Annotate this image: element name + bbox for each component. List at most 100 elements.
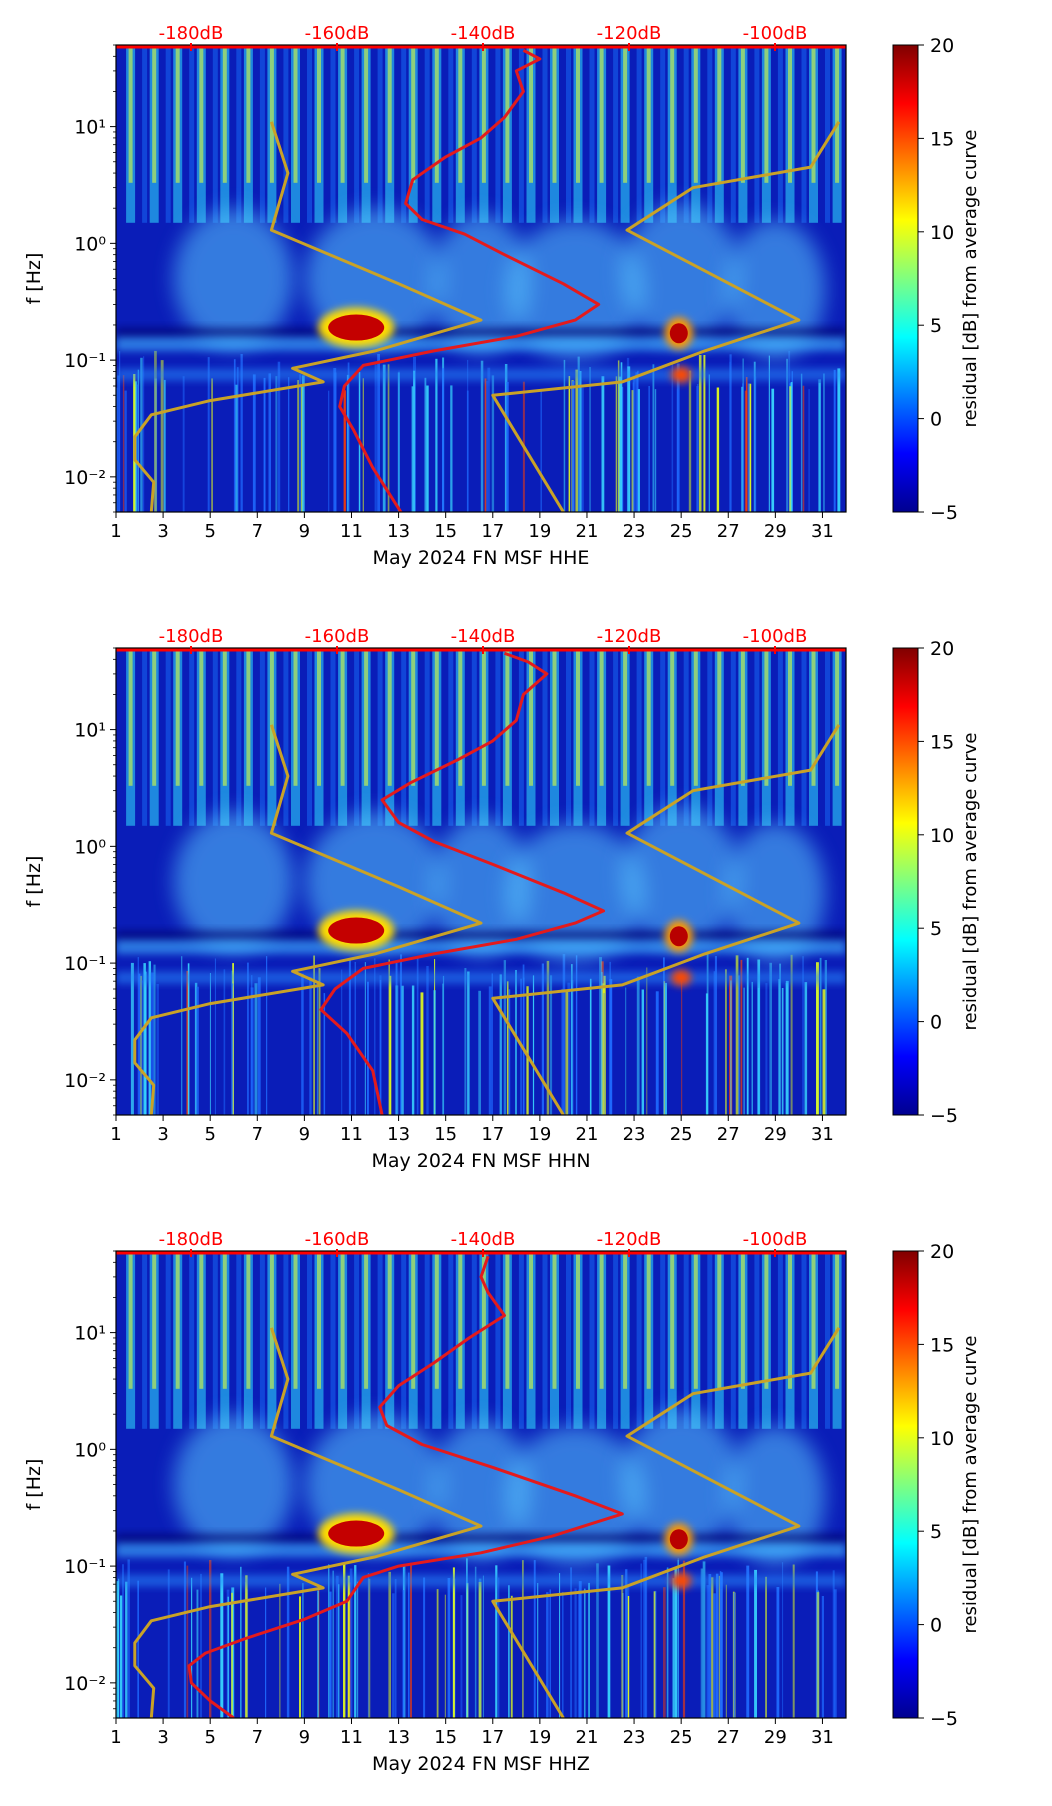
microseism-cloud [173,208,294,349]
daily-noise-band-minor [754,1251,760,1429]
low-frequency-streak [559,1573,561,1718]
daily-noise-band-core [458,1251,463,1389]
top-db-tick-label: -120dB [597,23,662,44]
low-frequency-streak [778,979,781,1115]
low-frequency-streak [677,1559,679,1718]
low-frequency-streak [788,350,791,512]
x-tick-label: 19 [528,1124,551,1145]
low-frequency-streak [627,1596,630,1718]
daily-noise-band-minor [777,45,783,223]
storm-hotspot-core [328,917,385,944]
daily-noise-band-minor [448,45,454,223]
low-frequency-streak [328,1564,330,1718]
daily-noise-band-minor [495,45,501,223]
low-frequency-streak [601,972,603,1115]
low-frequency-streak [674,1568,677,1718]
low-frequency-streak [620,362,623,512]
x-tick-label: 13 [387,1124,410,1145]
low-frequency-streak [499,974,502,1115]
daily-noise-band-minor [165,1251,171,1429]
low-frequency-streak [328,390,330,512]
low-frequency-streak [510,1595,513,1718]
low-frequency-streak [263,377,266,512]
low-frequency-streak [154,350,157,512]
colorbar-gradient [892,1250,919,1719]
low-frequency-streak [768,355,770,512]
colorbar-tick-label: 5 [930,918,942,940]
daily-noise-band-core [293,45,298,183]
low-frequency-streak [209,1560,212,1718]
low-frequency-streak [374,364,377,512]
x-tick-label: 1 [110,1124,121,1145]
low-frequency-streak [504,364,508,512]
low-frequency-streak [601,376,605,512]
daily-noise-band-core [434,648,439,786]
daily-noise-band-core [717,45,722,183]
low-frequency-streak [150,972,154,1115]
low-frequency-streak [181,956,183,1115]
low-frequency-streak [740,959,743,1115]
low-frequency-streak [677,1558,679,1718]
daily-noise-band-core [222,45,227,183]
low-frequency-streak [706,1585,709,1718]
low-frequency-streak [655,991,659,1115]
daily-noise-band-core [552,45,557,183]
low-frequency-streak [130,962,134,1115]
low-frequency-streak [515,970,517,1115]
daily-noise-band-minor [636,648,642,826]
daily-noise-band-core [481,45,486,183]
low-frequency-streak [584,1588,586,1718]
low-frequency-streak [495,1565,498,1718]
low-frequency-streak [338,1584,340,1718]
daily-noise-band-minor [471,1251,477,1429]
low-frequency-streak [790,382,793,512]
daily-noise-band-core [623,648,628,786]
daily-noise-band-core [764,1251,769,1389]
daily-noise-band-core [717,1251,722,1389]
daily-noise-band-core [364,1251,369,1389]
daily-noise-band-minor [354,1251,360,1429]
daily-noise-band-minor [236,45,242,223]
low-frequency-streak [821,1596,824,1718]
low-frequency-streak [735,955,739,1115]
low-frequency-streak [408,1572,410,1718]
top-db-tick-label: -160dB [305,1229,370,1250]
microseism-gap-band [116,1533,846,1546]
top-db-tick-label: -140dB [451,23,516,44]
daily-noise-band-minor [636,1251,642,1429]
reference-model-curve [133,121,841,512]
daily-noise-band-core [552,648,557,786]
low-frequency-streak [464,968,467,1115]
low-frequency-streak [508,989,511,1115]
daily-noise-band-core [670,648,675,786]
daily-noise-band-core [175,648,180,786]
low-frequency-streak [211,378,213,512]
low-frequency-streak [522,964,525,1115]
low-frequency-streak [395,985,399,1115]
average-psd-curve [338,48,601,512]
low-frequency-streak [209,973,211,1115]
low-frequency-streak [200,1573,202,1718]
low-frequency-streak [713,971,715,1115]
daily-noise-band-minor [495,1251,501,1429]
low-frequency-streak [568,376,571,512]
low-frequency-streak [196,986,199,1115]
x-tick-label: 3 [157,1124,168,1145]
daily-noise-band-core [599,45,604,183]
microseism-cloud [725,219,826,360]
low-frequency-streak [718,1575,721,1718]
low-frequency-streak [194,982,198,1115]
low-frequency-streak [120,1595,123,1718]
y-tick-label: 10⁻¹ [64,1556,106,1578]
daily-noise-band-core [175,45,180,183]
low-frequency-streak [442,983,444,1115]
low-frequency-streak [402,1590,405,1718]
low-frequency-streak [423,1577,426,1718]
low-frequency-streak [550,975,553,1115]
low-frequency-streak [484,378,487,512]
low-frequency-streak [526,986,529,1115]
low-frequency-streak [563,359,566,512]
x-tick-label: 21 [576,521,599,542]
low-frequency-streak [186,970,189,1115]
